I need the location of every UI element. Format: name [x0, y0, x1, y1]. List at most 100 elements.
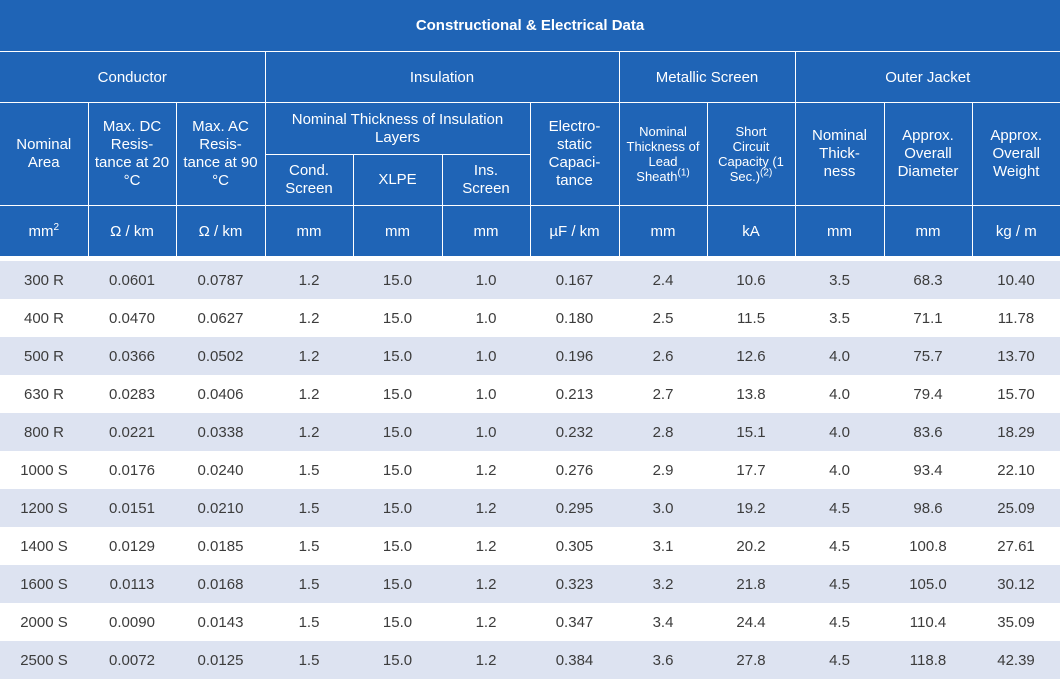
cell-nominal-area: 1200 S [0, 489, 88, 527]
cell-overall-weight: 22.10 [972, 451, 1060, 489]
cell-xlpe: 15.0 [353, 337, 442, 375]
cell-xlpe: 15.0 [353, 299, 442, 337]
cell-jacket-thickness: 4.5 [795, 641, 884, 679]
cell-jacket-thickness: 4.0 [795, 451, 884, 489]
cell-nominal-area: 1000 S [0, 451, 88, 489]
header-jacket-thickness: Nominal Thick- ness [794, 102, 885, 206]
group-conductor: Conductor [0, 51, 266, 103]
cell-capacitance: 0.196 [530, 337, 619, 375]
cell-ins-screen: 1.0 [442, 375, 530, 413]
footnote-2-marker: (2) [760, 167, 773, 179]
cell-cond-screen: 1.5 [265, 641, 353, 679]
cell-ins-screen: 1.2 [442, 527, 530, 565]
unit-xlpe: mm [352, 205, 443, 259]
cell-lead-sheath: 3.0 [619, 489, 707, 527]
cell-cond-screen: 1.2 [265, 375, 353, 413]
table-row: 1200 S 0.0151 0.0210 1.5 15.0 1.2 0.295 3.0 19.2… [0, 489, 1060, 527]
cell-cond-screen: 1.5 [265, 527, 353, 565]
unit-short-circuit: kA [706, 205, 796, 259]
table-row: 1000 S 0.0176 0.0240 1.5 15.0 1.2 0.276 2.9 17.7… [0, 451, 1060, 489]
cell-max-dc: 0.0129 [88, 527, 176, 565]
cell-lead-sheath: 2.8 [619, 413, 707, 451]
cell-capacitance: 0.295 [530, 489, 619, 527]
cell-max-ac: 0.0240 [176, 451, 265, 489]
cell-ins-screen: 1.2 [442, 489, 530, 527]
cell-ins-screen: 1.2 [442, 451, 530, 489]
cell-max-dc: 0.0176 [88, 451, 176, 489]
cell-jacket-thickness: 4.5 [795, 489, 884, 527]
cell-overall-diameter: 79.4 [884, 375, 972, 413]
cell-nominal-area: 630 R [0, 375, 88, 413]
cell-ins-screen: 1.0 [442, 299, 530, 337]
cell-overall-weight: 11.78 [972, 299, 1060, 337]
header-nominal-area: Nominal Area [0, 102, 89, 206]
header-short-circuit-label: Short Circuit Capacity (1 Sec.) [718, 124, 784, 184]
unit-jacket-thickness: mm [794, 205, 885, 259]
table-row: 2000 S 0.0090 0.0143 1.5 15.0 1.2 0.347 3.4 24.4… [0, 603, 1060, 641]
header-lead-sheath: Nominal Thickness of Lead Sheath(1) [618, 102, 708, 206]
cell-max-ac: 0.0125 [176, 641, 265, 679]
cell-ins-screen: 1.0 [442, 413, 530, 451]
cell-max-dc: 0.0601 [88, 256, 176, 299]
cell-xlpe: 15.0 [353, 527, 442, 565]
unit-area-label: mm [28, 222, 54, 240]
cell-short-circuit: 10.6 [707, 256, 795, 299]
unit-area: mm2 [0, 205, 89, 259]
cell-capacitance: 0.167 [530, 256, 619, 299]
table-row: 630 R 0.0283 0.0406 1.2 15.0 1.0 0.213 2.7 13.8 4… [0, 375, 1060, 413]
cell-lead-sheath: 2.9 [619, 451, 707, 489]
cell-lead-sheath: 2.7 [619, 375, 707, 413]
cell-nominal-area: 500 R [0, 337, 88, 375]
cell-overall-diameter: 68.3 [884, 256, 972, 299]
cell-lead-sheath: 3.2 [619, 565, 707, 603]
cell-cond-screen: 1.2 [265, 337, 353, 375]
cell-short-circuit: 17.7 [707, 451, 795, 489]
header-max-dc: Max. DC Resis- tance at 20 °C [87, 102, 177, 206]
cell-overall-weight: 25.09 [972, 489, 1060, 527]
cell-xlpe: 15.0 [353, 641, 442, 679]
cell-overall-weight: 10.40 [972, 256, 1060, 299]
cell-overall-diameter: 75.7 [884, 337, 972, 375]
cell-short-circuit: 15.1 [707, 413, 795, 451]
table-row: 500 R 0.0366 0.0502 1.2 15.0 1.0 0.196 2.6 12.6 4… [0, 337, 1060, 375]
cell-max-dc: 0.0113 [88, 565, 176, 603]
cell-nominal-area: 1600 S [0, 565, 88, 603]
cell-max-ac: 0.0338 [176, 413, 265, 451]
cell-short-circuit: 19.2 [707, 489, 795, 527]
cell-ins-screen: 1.0 [442, 337, 530, 375]
cell-jacket-thickness: 4.5 [795, 565, 884, 603]
cell-max-ac: 0.0502 [176, 337, 265, 375]
cell-overall-weight: 30.12 [972, 565, 1060, 603]
table-row: 300 R 0.0601 0.0787 1.2 15.0 1.0 0.167 2.4 10.6 3… [0, 256, 1060, 299]
cell-short-circuit: 12.6 [707, 337, 795, 375]
cell-nominal-area: 2000 S [0, 603, 88, 641]
cell-lead-sheath: 2.6 [619, 337, 707, 375]
unit-overall-diameter: mm [883, 205, 973, 259]
cell-capacitance: 0.180 [530, 299, 619, 337]
unit-ins-screen: mm [441, 205, 531, 259]
cell-overall-diameter: 71.1 [884, 299, 972, 337]
group-insulation: Insulation [264, 51, 620, 103]
cell-lead-sheath: 3.4 [619, 603, 707, 641]
cell-cond-screen: 1.5 [265, 565, 353, 603]
cell-max-dc: 0.0470 [88, 299, 176, 337]
cell-max-ac: 0.0406 [176, 375, 265, 413]
cell-jacket-thickness: 4.5 [795, 527, 884, 565]
cell-jacket-thickness: 4.5 [795, 603, 884, 641]
header-overall-diameter: Approx. Overall Diameter [883, 102, 973, 206]
header-short-circuit: Short Circuit Capacity (1 Sec.)(2) [706, 102, 796, 206]
cell-ins-screen: 1.0 [442, 256, 530, 299]
cell-overall-diameter: 93.4 [884, 451, 972, 489]
cell-nominal-area: 400 R [0, 299, 88, 337]
cell-cond-screen: 1.5 [265, 489, 353, 527]
cell-lead-sheath: 3.1 [619, 527, 707, 565]
unit-cond-screen: mm [264, 205, 354, 259]
cell-capacitance: 0.384 [530, 641, 619, 679]
cell-capacitance: 0.213 [530, 375, 619, 413]
cell-overall-weight: 42.39 [972, 641, 1060, 679]
cell-max-dc: 0.0221 [88, 413, 176, 451]
cell-max-dc: 0.0151 [88, 489, 176, 527]
unit-overall-weight: kg / m [971, 205, 1060, 259]
group-outer-jacket: Outer Jacket [794, 51, 1060, 103]
cell-short-circuit: 20.2 [707, 527, 795, 565]
